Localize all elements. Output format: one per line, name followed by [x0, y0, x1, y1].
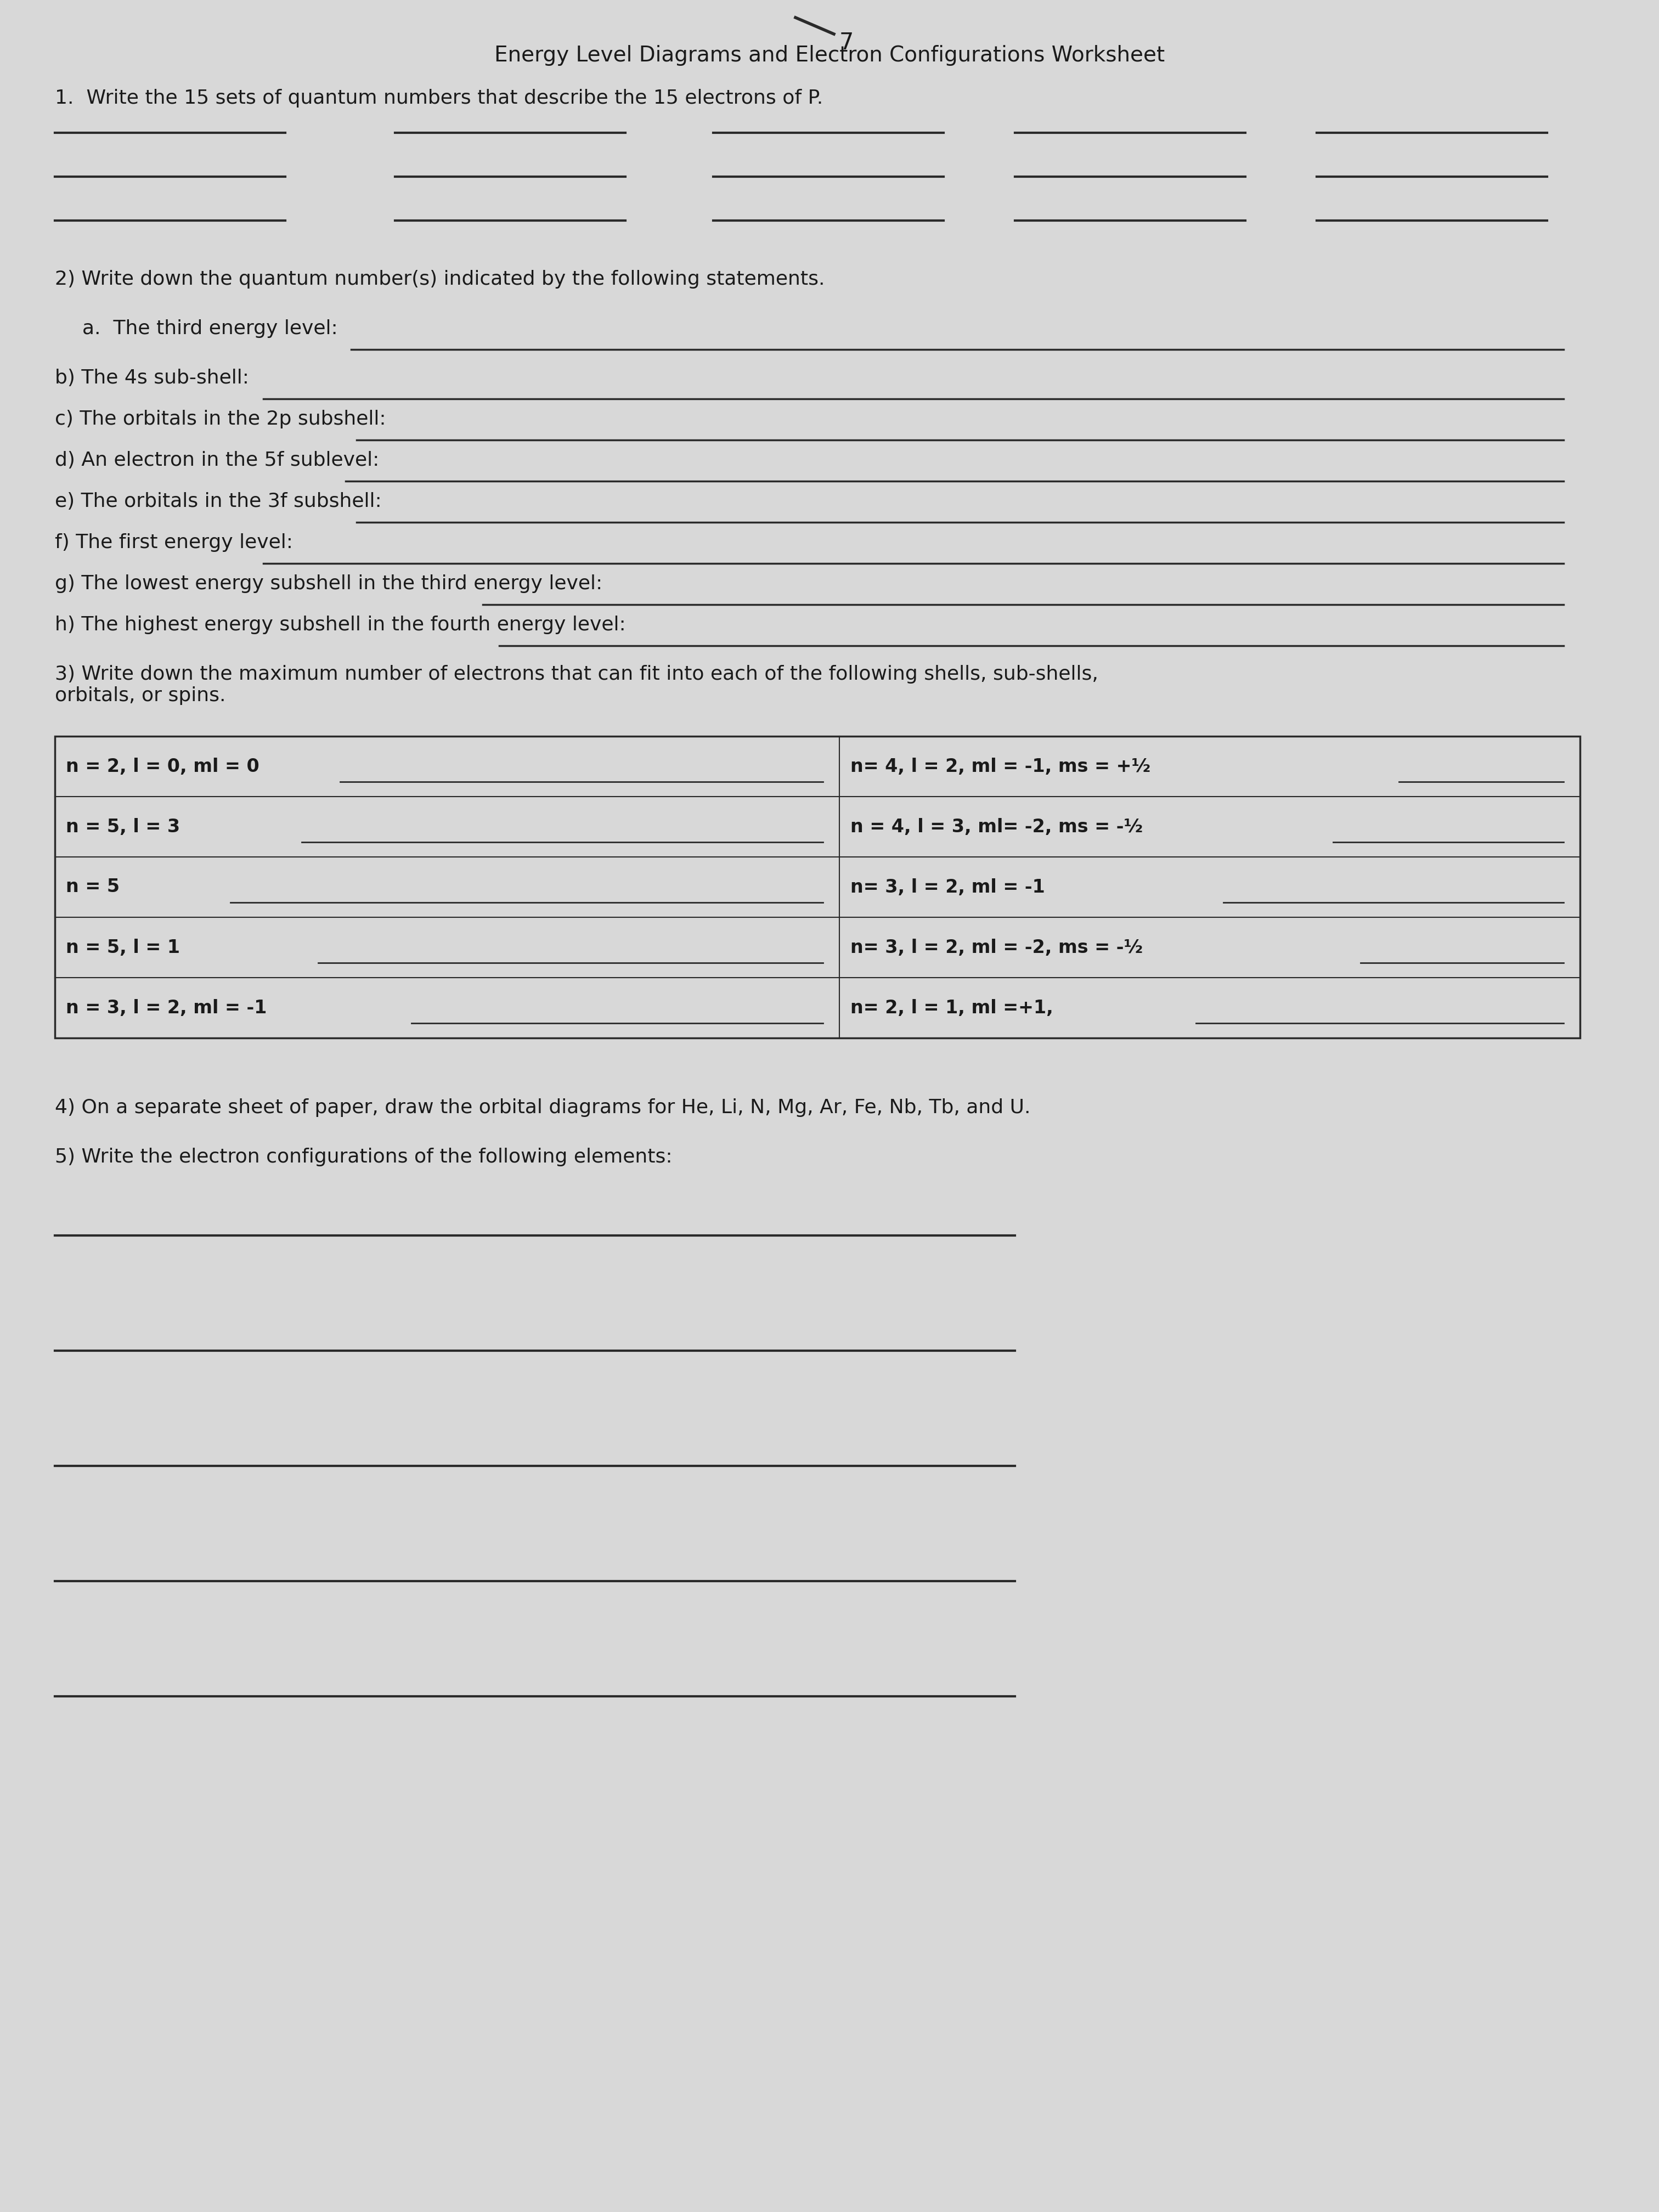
Text: n = 5, l = 1: n = 5, l = 1	[66, 938, 179, 956]
Text: 4) On a separate sheet of paper, draw the orbital diagrams for He, Li, N, Mg, Ar: 4) On a separate sheet of paper, draw th…	[55, 1099, 1030, 1117]
Text: d) An electron in the 5f sublevel:: d) An electron in the 5f sublevel:	[55, 451, 380, 469]
Text: e) The orbitals in the 3f subshell:: e) The orbitals in the 3f subshell:	[55, 491, 382, 511]
Text: c) The orbitals in the 2p subshell:: c) The orbitals in the 2p subshell:	[55, 409, 387, 429]
Bar	[55, 737, 1579, 1037]
Text: 3) Write down the maximum number of electrons that can fit into each of the foll: 3) Write down the maximum number of elec…	[55, 666, 1098, 706]
Text: Energy Level Diagrams and Electron Configurations Worksheet: Energy Level Diagrams and Electron Confi…	[494, 44, 1165, 66]
Text: h) The highest energy subshell in the fourth energy level:: h) The highest energy subshell in the fo…	[55, 615, 625, 635]
Text: n= 4, l = 2, ml = -1, ms = +½: n= 4, l = 2, ml = -1, ms = +½	[851, 757, 1150, 776]
Text: 1.  Write the 15 sets of quantum numbers that describe the 15 electrons of P.: 1. Write the 15 sets of quantum numbers …	[55, 88, 823, 108]
Text: g) The lowest energy subshell in the third energy level:: g) The lowest energy subshell in the thi…	[55, 575, 602, 593]
Text: n = 5: n = 5	[66, 878, 119, 896]
Text: a.  The third energy level:: a. The third energy level:	[83, 319, 338, 338]
Text: 2) Write down the quantum number(s) indicated by the following statements.: 2) Write down the quantum number(s) indi…	[55, 270, 825, 288]
Text: n = 2, l = 0, ml = 0: n = 2, l = 0, ml = 0	[66, 757, 259, 776]
Text: n= 2, l = 1, ml =+1,: n= 2, l = 1, ml =+1,	[851, 1000, 1053, 1018]
Text: n = 3, l = 2, ml = -1: n = 3, l = 2, ml = -1	[66, 1000, 267, 1018]
Text: n = 4, l = 3, ml= -2, ms = -½: n = 4, l = 3, ml= -2, ms = -½	[851, 818, 1143, 836]
Text: 7: 7	[839, 31, 854, 55]
Text: 5) Write the electron configurations of the following elements:: 5) Write the electron configurations of …	[55, 1148, 672, 1166]
Text: n = 5, l = 3: n = 5, l = 3	[66, 818, 181, 836]
Text: f) The first energy level:: f) The first energy level:	[55, 533, 294, 553]
Text: n= 3, l = 2, ml = -1: n= 3, l = 2, ml = -1	[851, 878, 1045, 896]
Text: b) The 4s sub-shell:: b) The 4s sub-shell:	[55, 369, 249, 387]
Text: n= 3, l = 2, ml = -2, ms = -½: n= 3, l = 2, ml = -2, ms = -½	[851, 938, 1143, 956]
